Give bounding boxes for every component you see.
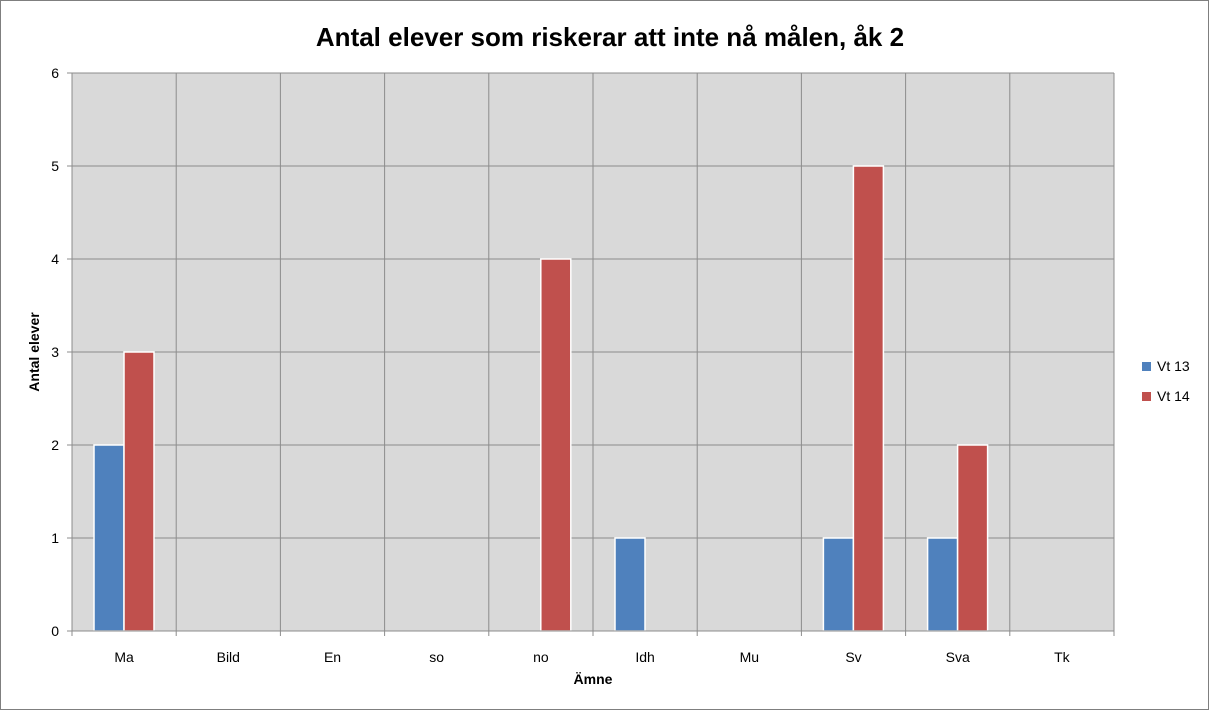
x-tick-label: Tk xyxy=(1054,649,1071,665)
x-tick-label: no xyxy=(533,649,549,665)
y-tick-label: 3 xyxy=(51,344,59,360)
x-tick-label: so xyxy=(429,649,444,665)
y-tick-label: 4 xyxy=(51,251,59,267)
legend: Vt 13 Vt 14 xyxy=(1142,358,1190,404)
bar-vt-13-sv xyxy=(822,537,855,632)
bar-vt-13-idh xyxy=(614,537,646,632)
y-tick-label: 1 xyxy=(51,530,59,546)
legend-swatch xyxy=(1142,362,1151,371)
y-axis-label: Antal elever xyxy=(26,312,42,392)
bar-vt-14-sv xyxy=(852,165,885,632)
chart-title: Antal elever som riskerar att inte nå må… xyxy=(316,22,904,52)
bar-vt-14-no xyxy=(540,258,572,632)
x-tick-label: Sva xyxy=(946,649,970,665)
legend-label: Vt 13 xyxy=(1157,358,1190,374)
x-tick-label: Idh xyxy=(635,649,654,665)
y-tick-label: 5 xyxy=(51,158,59,174)
legend-swatch xyxy=(1142,392,1151,401)
y-tick-label: 2 xyxy=(51,437,59,453)
legend-label: Vt 14 xyxy=(1157,388,1190,404)
x-tick-label: Bild xyxy=(217,649,240,665)
bar-vt-14-ma xyxy=(123,351,155,632)
x-axis-label: Ämne xyxy=(574,671,613,687)
x-tick-label: Mu xyxy=(740,649,759,665)
x-tick-label: En xyxy=(324,649,341,665)
bar-vt-14-sva xyxy=(956,444,989,632)
x-tick-label: Ma xyxy=(114,649,134,665)
bar-vt-13-ma xyxy=(93,444,125,632)
y-tick-label: 0 xyxy=(51,623,59,639)
x-tick-label: Sv xyxy=(845,649,861,665)
y-tick-label: 6 xyxy=(51,65,59,81)
bar-vt-13-sva xyxy=(926,537,959,632)
